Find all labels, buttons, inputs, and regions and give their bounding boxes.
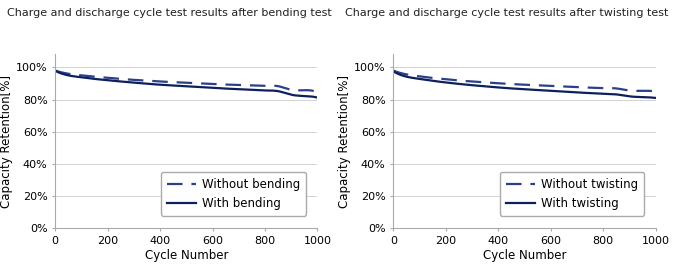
Text: Charge and discharge cycle test results after bending test: Charge and discharge cycle test results … (7, 8, 332, 18)
X-axis label: Cycle Number: Cycle Number (144, 249, 228, 262)
Y-axis label: Capacity Retention[%]: Capacity Retention[%] (338, 75, 351, 208)
Text: Charge and discharge cycle test results after twisting test: Charge and discharge cycle test results … (345, 8, 669, 18)
Y-axis label: Capacity Retention[%]: Capacity Retention[%] (0, 75, 13, 208)
Legend: Without twisting, With twisting: Without twisting, With twisting (500, 172, 644, 216)
X-axis label: Cycle Number: Cycle Number (482, 249, 566, 262)
Legend: Without bending, With bending: Without bending, With bending (161, 172, 306, 216)
